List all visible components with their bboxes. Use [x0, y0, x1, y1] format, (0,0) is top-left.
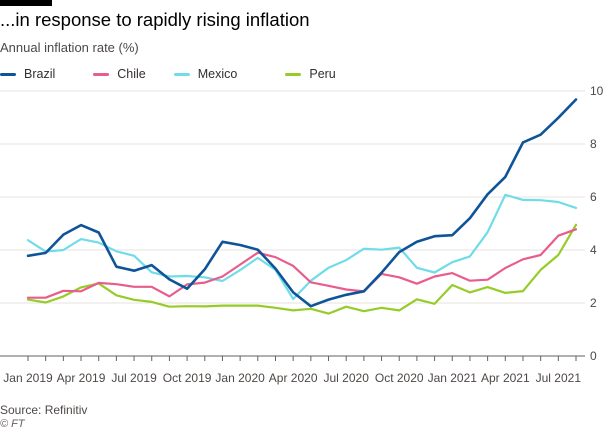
y-tick-label: 6 — [590, 190, 597, 204]
legend-item: Chile — [93, 67, 146, 81]
x-tick-label: Oct 2019 — [163, 371, 212, 385]
legend-label: Brazil — [24, 67, 56, 81]
legend-swatch — [285, 72, 302, 76]
chart-title: ...in response to rapidly rising inflati… — [0, 9, 310, 30]
legend-swatch — [173, 72, 190, 76]
y-tick-label: 10 — [590, 84, 603, 98]
chart-legend: Brazil Chile Mexico Peru — [0, 66, 336, 82]
legend-item: Mexico — [173, 67, 238, 81]
x-tick-label: Jul 2019 — [111, 371, 157, 385]
x-tick-label: Jan 2019 — [3, 371, 53, 385]
ft-credit: © FT — [0, 418, 25, 430]
legend-swatch — [0, 72, 16, 76]
series-line-peru — [26, 223, 578, 315]
legend-swatch — [93, 72, 110, 76]
y-tick-label: 2 — [590, 296, 597, 310]
y-tick-label: 0 — [590, 349, 597, 363]
x-tick-label: Jan 2021 — [428, 371, 478, 385]
x-tick-label: Jan 2020 — [215, 371, 265, 385]
y-tick-label: 8 — [590, 137, 597, 151]
x-tick-label: Jul 2021 — [536, 371, 582, 385]
ft-top-bar — [0, 0, 52, 6]
x-axis: Jan 2019 Apr 2019 Jul 2019 Oct 2019 Jan 2020… — [3, 356, 581, 385]
series-line-chile — [26, 228, 578, 299]
legend-item: Brazil — [0, 67, 55, 81]
x-tick-label: Apr 2020 — [269, 371, 318, 385]
grid-lines — [0, 90, 585, 357]
x-tick-label: Jul 2020 — [324, 371, 370, 385]
x-tick-label: Apr 2021 — [481, 371, 530, 385]
legend-label: Peru — [309, 67, 336, 81]
legend-label: Mexico — [197, 67, 238, 81]
series-lines — [26, 98, 578, 315]
source-note: Source: Refinitiv — [0, 403, 88, 417]
x-tick-label: Apr 2019 — [57, 371, 106, 385]
series-line-mexico — [26, 193, 578, 301]
legend-label: Chile — [117, 67, 146, 81]
series-line-brazil — [26, 98, 578, 308]
y-tick-label: 4 — [590, 243, 597, 257]
y-axis: 0 2 4 6 8 10 — [590, 84, 603, 363]
chart-subtitle: Annual inflation rate (%) — [0, 40, 139, 55]
x-tick-label: Oct 2020 — [375, 371, 424, 385]
legend-item: Peru — [285, 67, 336, 81]
